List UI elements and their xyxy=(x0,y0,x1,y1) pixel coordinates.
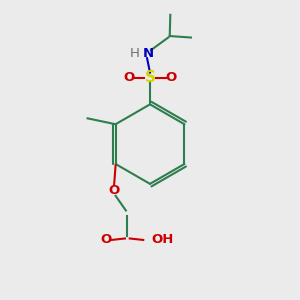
Text: H: H xyxy=(130,46,139,60)
Text: N: N xyxy=(143,47,154,60)
Text: O: O xyxy=(100,233,112,247)
Text: O: O xyxy=(166,71,177,84)
Text: OH: OH xyxy=(151,233,173,247)
Text: O: O xyxy=(109,184,120,197)
Text: O: O xyxy=(123,71,134,84)
Text: S: S xyxy=(145,70,155,86)
